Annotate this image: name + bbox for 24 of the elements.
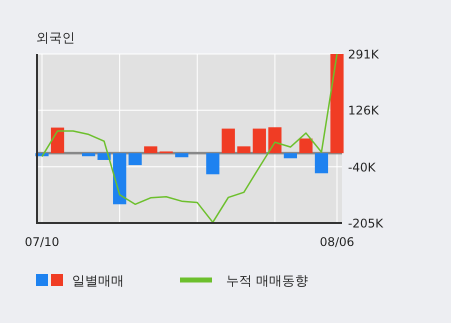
x-tick-label: 07/10 bbox=[24, 235, 60, 249]
bar bbox=[314, 153, 328, 174]
bar bbox=[330, 54, 344, 154]
legend-label: 일별매매 bbox=[72, 274, 124, 289]
chart-title: 외국인 bbox=[36, 31, 75, 46]
bar bbox=[299, 138, 313, 154]
bar bbox=[50, 128, 64, 154]
x-tick-label: 08/06 bbox=[320, 235, 354, 249]
bar bbox=[82, 153, 96, 156]
bar bbox=[237, 146, 250, 154]
y-tick-label: 291K bbox=[348, 48, 380, 62]
line-series bbox=[41, 53, 338, 224]
legend-label: 누적 매매동향 bbox=[226, 274, 308, 289]
bar bbox=[175, 153, 188, 158]
y-tick-label: -205K bbox=[348, 216, 384, 230]
bar bbox=[284, 153, 298, 158]
bar bbox=[206, 153, 220, 174]
bar bbox=[222, 128, 235, 154]
y-tick-label: 126K bbox=[348, 104, 380, 118]
y-tick-label: -40K bbox=[348, 160, 377, 174]
bar bbox=[144, 146, 158, 154]
bar bbox=[128, 153, 142, 166]
bar bbox=[113, 153, 126, 204]
bar bbox=[252, 128, 266, 154]
